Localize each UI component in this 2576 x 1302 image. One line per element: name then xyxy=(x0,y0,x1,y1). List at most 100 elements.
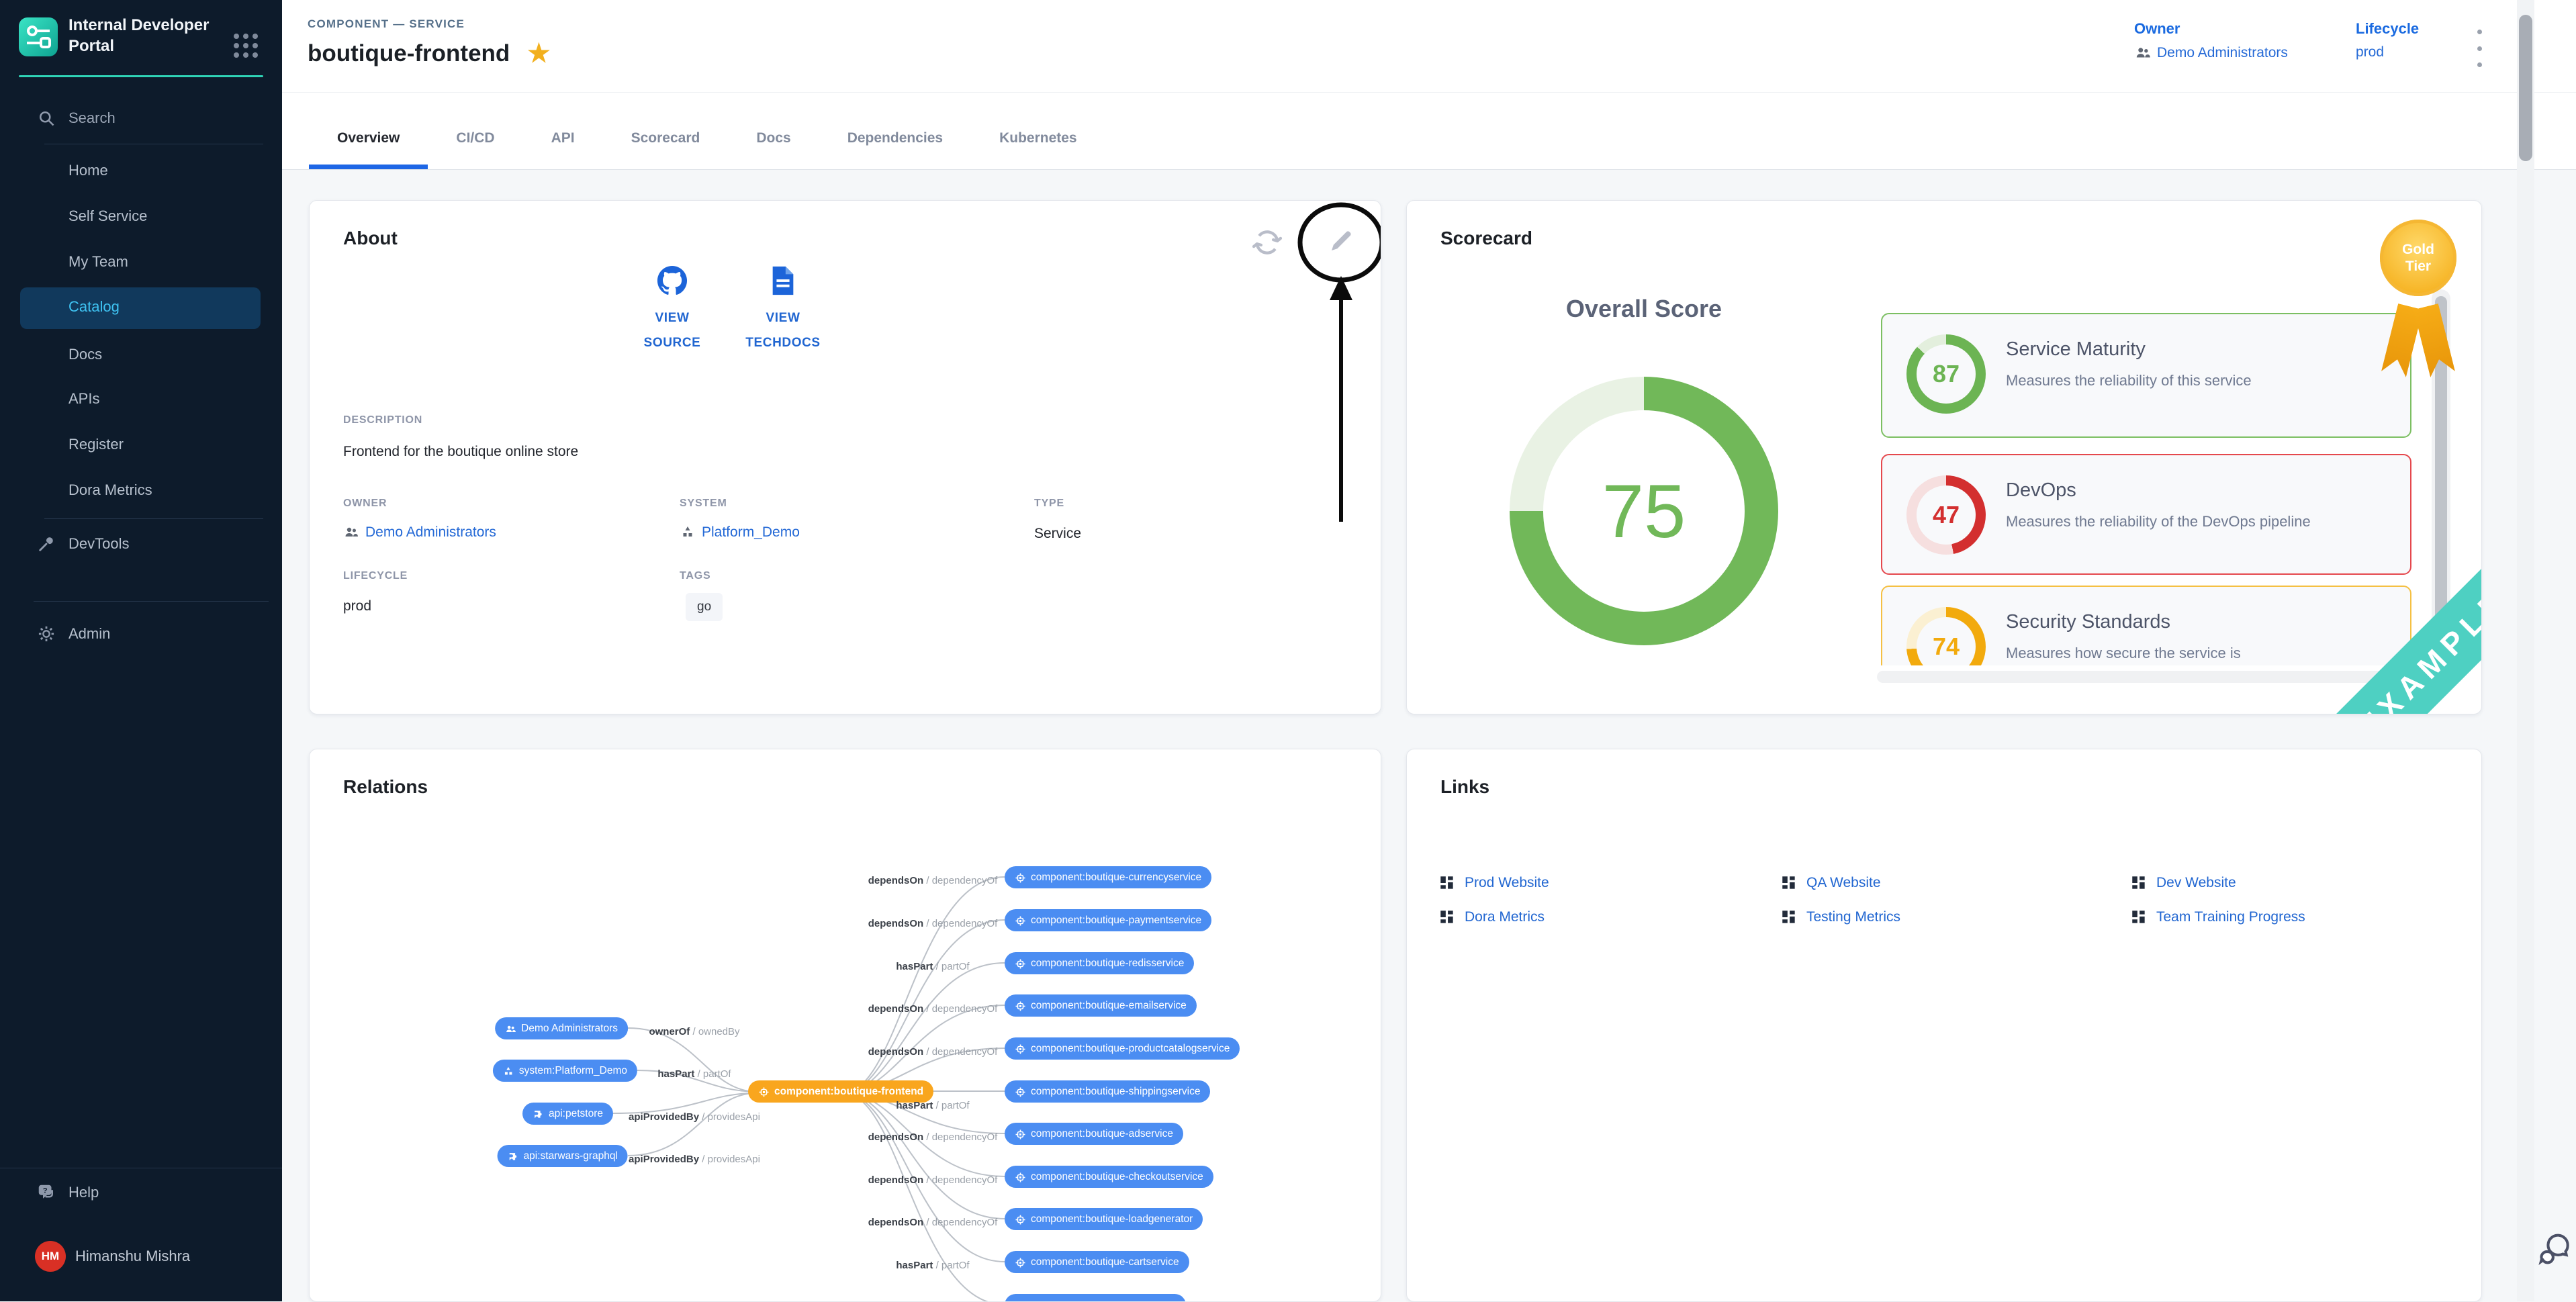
header-divider xyxy=(282,92,2576,93)
wrench-icon xyxy=(36,534,56,554)
svg-text:?: ? xyxy=(43,1187,48,1195)
page-scrollbar[interactable] xyxy=(2517,0,2534,1301)
tier-badge-text: Gold Tier xyxy=(2402,242,2434,274)
relation-node-boutique-frontend[interactable]: component:boutique-frontend xyxy=(748,1080,934,1103)
header-owner: Owner Demo Administrators xyxy=(2134,20,2288,62)
tab-scorecard[interactable]: Scorecard xyxy=(631,130,700,146)
relation-node-emailservice[interactable]: component:boutique-emailservice xyxy=(1005,994,1197,1017)
sidebar-item-dora-metrics[interactable]: Dora Metrics xyxy=(0,471,282,509)
scorecard-item-devops[interactable]: 47 DevOps Measures the reliability of th… xyxy=(1881,454,2411,575)
sidebar-item-help[interactable]: ? Help xyxy=(0,1174,282,1211)
sidebar-item-docs[interactable]: Docs xyxy=(0,336,282,373)
relation-node-shippingservice[interactable]: component:boutique-shippingservice xyxy=(1005,1080,1211,1103)
relation-node-productcatalogservice[interactable]: component:boutique-productcatalogservice xyxy=(1005,1037,1240,1060)
sidebar-item-home[interactable]: Home xyxy=(0,152,282,189)
sidebar-item-label: Admin xyxy=(68,625,111,642)
dashboard-icon xyxy=(1440,876,1453,889)
score-donut: 74 xyxy=(1906,607,1986,665)
sidebar-item-register[interactable]: Register xyxy=(0,426,282,463)
scorecard-item-service-maturity[interactable]: 87 Service Maturity Measures the reliabi… xyxy=(1881,313,2411,438)
search-icon xyxy=(36,108,56,128)
edit-pencil-icon[interactable] xyxy=(1325,225,1357,257)
view-source-link[interactable]: VIEW SOURCE xyxy=(622,265,723,355)
app-logo-icon[interactable] xyxy=(19,17,58,56)
view-techdocs-link[interactable]: VIEW TECHDOCS xyxy=(733,265,833,355)
favorite-star-icon[interactable]: ★ xyxy=(527,40,551,68)
edge-label: hasPart / partOf xyxy=(657,1068,731,1080)
tab-kubernetes[interactable]: Kubernetes xyxy=(999,130,1077,146)
sidebar-item-catalog[interactable]: Catalog xyxy=(20,287,261,329)
node-label: api:petstore xyxy=(549,1107,603,1119)
tab-dependencies[interactable]: Dependencies xyxy=(847,130,944,146)
owner-value-link[interactable]: Demo Administrators xyxy=(2157,45,2288,60)
relation-node-platform-demo[interactable]: system:Platform_Demo xyxy=(492,1060,637,1082)
apps-grid-icon[interactable] xyxy=(231,31,261,60)
tab-cicd[interactable]: CI/CD xyxy=(456,130,495,146)
tab-api[interactable]: API xyxy=(551,130,575,146)
dashboard-icon xyxy=(1440,911,1453,923)
edge-label: apiProvidedBy / providesApi xyxy=(629,1111,760,1123)
sidebar-divider xyxy=(44,518,263,519)
system-link-text[interactable]: Platform_Demo xyxy=(702,524,800,540)
help-chat-icon: ? xyxy=(36,1182,56,1203)
sidebar-item-label: My Team xyxy=(68,253,128,270)
sidebar: Internal Developer Portal Search Home Se… xyxy=(0,0,282,1301)
relation-node-paymentservice[interactable]: component:boutique-paymentservice xyxy=(1005,909,1212,931)
sidebar-item-devtools[interactable]: DevTools xyxy=(0,525,282,563)
link-prod-website[interactable]: Prod Website xyxy=(1438,874,1549,892)
overall-score-value: 75 xyxy=(1602,469,1686,553)
relation-node-redisservice[interactable]: component:boutique-redisservice xyxy=(1005,952,1195,974)
overall-score-label: Overall Score xyxy=(1565,295,1722,322)
badge-ribbon-tail xyxy=(2413,304,2455,377)
refresh-icon[interactable] xyxy=(1250,225,1285,260)
dashboard-icon xyxy=(2132,911,2145,923)
feedback-chat-icon[interactable] xyxy=(2537,1231,2573,1268)
node-label: component:boutique-productcatalogservice xyxy=(1031,1042,1230,1054)
node-label: component:boutique-redisservice xyxy=(1031,957,1185,969)
component-icon xyxy=(1015,1172,1025,1182)
link-team-training-progress[interactable]: Team Training Progress xyxy=(2130,909,2305,926)
relation-node-currencyservice[interactable]: component:boutique-currencyservice xyxy=(1005,866,1212,888)
sidebar-item-label: Dora Metrics xyxy=(68,481,152,498)
system-icon xyxy=(683,526,692,537)
sidebar-item-apis[interactable]: APIs xyxy=(0,380,282,418)
link-dev-website[interactable]: Dev Website xyxy=(2130,874,2236,892)
relation-node-adservice[interactable]: component:boutique-adservice xyxy=(1005,1123,1183,1145)
relation-node-checkoutservice[interactable]: component:boutique-checkoutservice xyxy=(1005,1166,1213,1188)
tab-docs[interactable]: Docs xyxy=(756,130,791,146)
owner-field-value[interactable]: Demo Administrators xyxy=(343,524,496,541)
app-title: Internal Developer Portal xyxy=(68,16,210,55)
sidebar-item-search[interactable]: Search xyxy=(0,99,282,137)
group-icon xyxy=(506,1025,516,1032)
relation-node-loadgenerator[interactable]: component:boutique-loadgenerator xyxy=(1005,1208,1203,1230)
link-qa-website[interactable]: QA Website xyxy=(1780,874,1881,892)
more-options-kebab-icon[interactable] xyxy=(2466,27,2493,70)
tab-overview[interactable]: Overview xyxy=(309,107,428,169)
sidebar-item-my-team[interactable]: My Team xyxy=(0,243,282,281)
link-testing-metrics[interactable]: Testing Metrics xyxy=(1780,909,1900,926)
relation-node-cartservice[interactable]: component:boutique-cartservice xyxy=(1005,1251,1189,1273)
edge-label: dependsOn / dependencyOf xyxy=(868,1003,998,1015)
relation-node-starwars-graphql[interactable]: api:starwars-graphql xyxy=(497,1145,628,1167)
edge-label: dependsOn / dependencyOf xyxy=(868,1217,998,1228)
relation-node-petstore[interactable]: api:petstore xyxy=(522,1103,613,1125)
owner-link-text[interactable]: Demo Administrators xyxy=(365,524,496,540)
user-avatar[interactable]: HM xyxy=(35,1241,66,1272)
lifecycle-value: prod xyxy=(2356,44,2385,60)
scorecard-item-security-standards[interactable]: 74 Security Standards Measures how secur… xyxy=(1881,586,2411,665)
gold-tier-badge: Gold Tier xyxy=(2380,220,2456,367)
link-dora-metrics[interactable]: Dora Metrics xyxy=(1438,909,1545,926)
sidebar-item-admin[interactable]: Admin xyxy=(0,615,282,653)
document-icon xyxy=(772,266,794,295)
scrollbar-thumb[interactable] xyxy=(2519,15,2532,161)
sidebar-item-label: Self Service xyxy=(68,207,148,224)
score-value: 87 xyxy=(1932,360,1960,387)
tag-chip[interactable]: go xyxy=(686,593,723,621)
scorecard-horizontal-scrollbar[interactable] xyxy=(1877,671,2421,683)
entity-header: COMPONENT — SERVICE boutique-frontend ★ … xyxy=(282,0,2576,170)
relation-node-partial[interactable] xyxy=(1005,1294,1186,1301)
user-name[interactable]: Himanshu Mishra xyxy=(75,1248,191,1264)
relation-node-demo-administrators[interactable]: Demo Administrators xyxy=(495,1017,628,1039)
system-field-value[interactable]: Platform_Demo xyxy=(680,524,800,541)
sidebar-item-self-service[interactable]: Self Service xyxy=(0,197,282,235)
